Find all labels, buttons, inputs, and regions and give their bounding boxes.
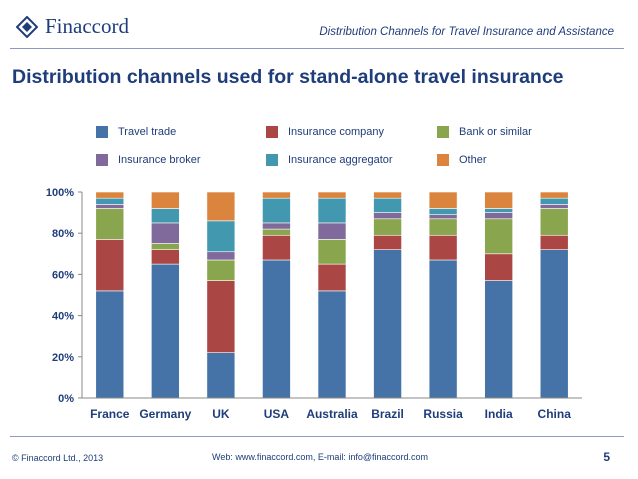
bar-segment-india-bank-or-similar — [484, 218, 513, 255]
x-tick-label: China — [538, 407, 572, 421]
header-divider — [10, 48, 624, 49]
bar-segment-australia-travel-trade — [317, 290, 347, 399]
bar-segment-australia-insurance-broker — [317, 222, 347, 240]
legend-item-insurance-broker: Insurance broker — [96, 153, 201, 167]
bar-segment-usa-insurance-company — [262, 234, 291, 261]
x-tick-label: Russia — [423, 407, 463, 421]
legend-swatch-other — [437, 154, 449, 166]
bar-segment-usa-insurance-aggregator — [262, 197, 291, 224]
bar-segment-india-insurance-broker — [484, 212, 513, 220]
bar-segment-usa-insurance-broker — [262, 222, 291, 230]
x-tick-label: Brazil — [371, 407, 404, 421]
bar-segment-australia-bank-or-similar — [317, 239, 347, 265]
bar-segment-russia-travel-trade — [428, 259, 458, 399]
bar-segment-australia-insurance-company — [317, 263, 347, 292]
bar-segment-uk-bank-or-similar — [206, 259, 236, 281]
bar-segment-china-insurance-broker — [539, 204, 569, 209]
bar-segment-germany-other — [151, 191, 180, 209]
page-number: 5 — [603, 450, 610, 464]
bar-segment-usa-bank-or-similar — [262, 228, 291, 236]
y-tick-label: 100% — [46, 187, 74, 199]
legend-label-travel-trade: Travel trade — [118, 126, 177, 138]
legend-item-other: Other — [437, 153, 487, 167]
bar-segment-russia-insurance-broker — [428, 214, 458, 220]
finaccord-logo-icon — [16, 15, 38, 38]
bar-segment-germany-insurance-broker — [151, 222, 180, 244]
legend-item-insurance-aggregator: Insurance aggregator — [266, 153, 393, 167]
bar-segment-russia-insurance-company — [428, 234, 458, 261]
logo: Finaccord — [16, 14, 129, 39]
bar-segment-china-insurance-company — [539, 234, 569, 250]
bar-segment-france-other — [95, 191, 125, 199]
bar-segment-uk-insurance-aggregator — [206, 220, 236, 253]
x-tick-label: France — [90, 407, 130, 421]
x-tick-label: Germany — [139, 407, 191, 421]
bar-segment-france-insurance-broker — [95, 204, 125, 209]
y-tick-label: 40% — [52, 311, 74, 323]
legend-label-insurance-company: Insurance company — [288, 126, 384, 138]
legend-swatch-insurance-broker — [96, 154, 108, 166]
bar-segment-brazil-travel-trade — [373, 249, 402, 399]
page-title: Distribution channels used for stand-alo… — [12, 66, 564, 88]
x-tick-label: Australia — [306, 407, 358, 421]
legend-swatch-insurance-aggregator — [266, 154, 278, 166]
legend-swatch-travel-trade — [96, 126, 108, 138]
y-tick-label: 0% — [58, 393, 74, 405]
bar-segment-uk-travel-trade — [206, 352, 236, 399]
footer-copyright: © Finaccord Ltd., 2013 — [12, 453, 104, 463]
bar-segment-russia-insurance-aggregator — [428, 208, 458, 215]
legend-label-insurance-aggregator: Insurance aggregator — [288, 154, 393, 166]
legend-label-insurance-broker: Insurance broker — [118, 154, 201, 166]
legend-item-insurance-company: Insurance company — [266, 125, 384, 139]
bar-segment-china-other — [539, 191, 569, 199]
bar-segment-india-insurance-aggregator — [484, 208, 513, 213]
bar-segment-france-bank-or-similar — [95, 208, 125, 240]
legend-swatch-bank-or-similar — [437, 126, 449, 138]
legend-item-bank-or-similar: Bank or similar — [437, 125, 532, 139]
bar-segment-china-bank-or-similar — [539, 208, 569, 236]
bar-segment-brazil-other — [373, 191, 402, 199]
y-tick-label: 60% — [52, 269, 74, 281]
bar-segment-brazil-insurance-aggregator — [373, 197, 402, 213]
legend-label-bank-or-similar: Bank or similar — [459, 126, 532, 138]
bar-segment-brazil-bank-or-similar — [373, 218, 402, 236]
y-tick-label: 80% — [52, 228, 74, 240]
legend-item-travel-trade: Travel trade — [96, 125, 176, 139]
bar-segment-brazil-insurance-broker — [373, 212, 402, 220]
bar-segment-russia-other — [428, 191, 458, 209]
bar-segment-germany-travel-trade — [151, 263, 180, 399]
x-tick-label: USA — [264, 407, 290, 421]
footer-divider — [10, 436, 624, 437]
bar-segment-india-travel-trade — [484, 280, 513, 399]
bar-segment-india-insurance-company — [484, 253, 513, 281]
bar-segment-france-travel-trade — [95, 290, 125, 399]
bar-segment-germany-bank-or-similar — [151, 243, 180, 250]
bar-segment-germany-insurance-aggregator — [151, 208, 180, 224]
legend-swatch-insurance-company — [266, 126, 278, 138]
bar-segment-australia-insurance-aggregator — [317, 197, 347, 224]
footer-contact: Web: www.finaccord.com, E-mail: info@fin… — [212, 452, 429, 462]
bar-segment-germany-insurance-company — [151, 249, 180, 265]
legend-label-other: Other — [459, 154, 487, 166]
bar-segment-brazil-insurance-company — [373, 234, 402, 250]
bar-segment-usa-travel-trade — [262, 259, 291, 399]
bar-segment-china-insurance-aggregator — [539, 197, 569, 205]
bar-segment-uk-insurance-broker — [206, 251, 236, 261]
bar-segment-russia-bank-or-similar — [428, 218, 458, 236]
x-tick-label: UK — [212, 407, 230, 421]
bar-segment-uk-other — [206, 191, 236, 222]
y-tick-label: 20% — [52, 352, 74, 364]
bar-segment-china-travel-trade — [539, 249, 569, 399]
bar-segment-uk-insurance-company — [206, 280, 236, 353]
bar-segment-india-other — [484, 191, 513, 209]
bar-segment-australia-other — [317, 191, 347, 199]
x-tick-label: India — [485, 407, 513, 421]
bar-segment-usa-other — [262, 191, 291, 199]
logo-text: Finaccord — [45, 14, 129, 38]
bar-segment-france-insurance-company — [95, 239, 125, 292]
bar-segment-france-insurance-aggregator — [95, 197, 125, 205]
header-title: Distribution Channels for Travel Insuran… — [319, 26, 614, 38]
